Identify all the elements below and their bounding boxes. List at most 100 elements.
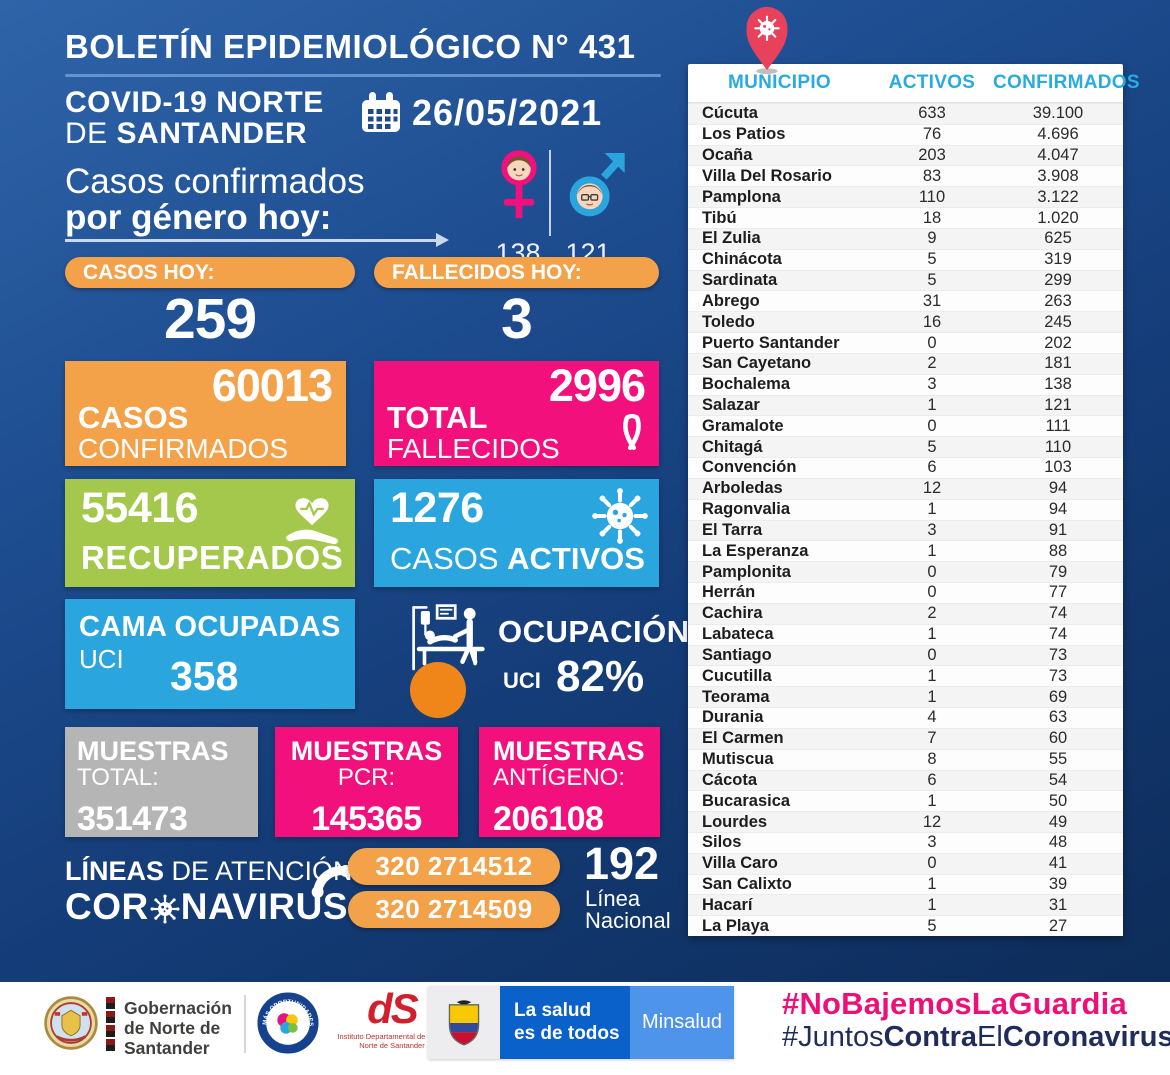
table-header-row: MUNICIPIO ACTIVOS CONFIRMADOS — [688, 64, 1140, 103]
samples-antigen-value: 206108 — [493, 799, 604, 838]
municipio-confirmados: 77 — [1048, 583, 1068, 602]
confirmed-total-value: 60013 — [211, 360, 333, 411]
table-row: Durania 4 63 — [688, 707, 1123, 728]
table-row: Silos 3 48 — [688, 831, 1123, 853]
municipio-name: Tibú — [702, 208, 737, 227]
municipio-activos: 3 — [927, 833, 937, 852]
samples-total-subtitle: TOTAL: — [77, 764, 159, 792]
deaths-total-value: 2996 — [548, 360, 646, 411]
municipio-name: Arboledas — [702, 479, 783, 498]
samples-total-value: 351473 — [77, 799, 188, 838]
deaths-today-label: FALLECIDOS HOY: — [374, 257, 659, 288]
icu-beds-label-line1: CAMA OCUPADAS — [79, 611, 341, 643]
table-row: Cachira 2 74 — [688, 602, 1123, 624]
table-row: Santiago 0 73 — [688, 644, 1123, 666]
covid-region-line2: DE SANTANDER — [65, 117, 308, 150]
municipio-confirmados: 3.122 — [1037, 187, 1079, 206]
municipio-activos: 5 — [927, 916, 937, 935]
municipio-name: Pamplonita — [702, 562, 791, 581]
active-cases-value: 1276 — [390, 484, 484, 532]
table-row: Mutiscua 8 55 — [688, 748, 1123, 770]
virus-letter-icon — [150, 894, 180, 924]
municipio-name: Santiago — [702, 645, 772, 664]
municipio-name: Villa Del Rosario — [702, 166, 832, 185]
confirmed-label-line1: CASOS — [78, 400, 189, 435]
table-row: Gramalote 0 111 — [688, 415, 1123, 437]
active-cases-label: CASOS ACTIVOS — [390, 541, 645, 576]
table-row: Toledo 16 245 — [688, 311, 1123, 333]
deaths-label-line2: FALLECIDOS — [387, 433, 560, 464]
gender-title-line2: por género hoy: — [65, 198, 332, 237]
hashtag-no-bajemos: #NoBajemosLaGuardia — [782, 986, 1127, 1021]
municipio-confirmados: 3.908 — [1037, 166, 1079, 185]
municipio-name: El Zulia — [702, 229, 761, 248]
municipio-confirmados: 39.100 — [1032, 104, 1084, 123]
arrow-right-icon — [65, 233, 449, 247]
municipio-activos: 1 — [927, 625, 937, 644]
municipio-name: Villa Caro — [702, 854, 778, 873]
gobernacion-coat-of-arms — [44, 996, 98, 1050]
municipality-table-body: Cúcuta 633 39.100 Los Patios 76 4.696 Oc… — [688, 103, 1123, 937]
municipio-name: Cucutilla — [702, 666, 772, 685]
municipio-name: Los Patios — [702, 125, 786, 144]
municipio-confirmados: 27 — [1048, 916, 1068, 935]
municipio-name: San Calixto — [702, 875, 792, 894]
municipio-activos: 110 — [918, 187, 946, 206]
column-header-municipio: MUNICIPIO — [728, 72, 831, 93]
title-underline — [65, 74, 661, 77]
phone-icon — [311, 864, 352, 898]
national-line-number: 192 — [584, 838, 660, 889]
municipio-confirmados: 39 — [1048, 875, 1068, 894]
municipio-confirmados: 60 — [1048, 729, 1068, 748]
table-row: Hacarí 1 31 — [688, 894, 1123, 916]
municipio-name: San Cayetano — [702, 354, 812, 373]
municipio-name: Mutiscua — [702, 750, 774, 769]
heart-hand-icon — [286, 498, 338, 545]
municipio-confirmados: 4.047 — [1037, 146, 1079, 165]
municipio-name: Sardinata — [702, 271, 778, 290]
municipio-name: Bucarasica — [702, 791, 791, 810]
municipio-activos: 3 — [927, 375, 937, 394]
municipio-confirmados: 94 — [1048, 500, 1068, 519]
municipio-confirmados: 181 — [1044, 354, 1072, 373]
table-row: Sardinata 5 299 — [688, 269, 1123, 291]
municipio-confirmados: 48 — [1048, 833, 1068, 852]
municipio-name: Chinácota — [702, 250, 782, 269]
municipio-confirmados: 263 — [1044, 291, 1072, 310]
municipio-name: La Esperanza — [702, 541, 809, 560]
municipio-activos: 633 — [918, 104, 946, 123]
table-row: Abrego 31 263 — [688, 290, 1123, 312]
table-row: Convención 6 103 — [688, 457, 1123, 478]
municipio-confirmados: 49 — [1048, 812, 1068, 831]
municipio-activos: 0 — [927, 645, 937, 664]
municipio-confirmados: 4.696 — [1037, 125, 1079, 144]
table-row: Chinácota 5 319 — [688, 248, 1123, 270]
municipio-activos: 1 — [927, 541, 937, 560]
municipio-confirmados: 299 — [1044, 271, 1072, 290]
municipio-name: Cácota — [702, 770, 758, 789]
municipio-name: Cachira — [702, 604, 763, 623]
municipio-confirmados: 74 — [1048, 625, 1068, 644]
municipio-activos: 83 — [922, 166, 942, 185]
municipio-confirmados: 94 — [1048, 479, 1068, 498]
municipio-name: Bochalema — [702, 375, 791, 394]
municipio-activos: 76 — [922, 125, 942, 144]
municipio-name: El Carmen — [702, 729, 784, 748]
municipio-activos: 1 — [927, 895, 937, 914]
municipio-activos: 31 — [922, 291, 942, 310]
samples-antigen-title: MUESTRAS — [493, 736, 645, 766]
municipio-confirmados: 73 — [1048, 645, 1068, 664]
municipio-name: Lourdes — [702, 812, 768, 831]
national-line-label2: Nacional — [585, 908, 671, 933]
municipio-activos: 18 — [922, 208, 942, 227]
municipio-confirmados: 1.020 — [1037, 208, 1079, 227]
municipio-confirmados: 245 — [1044, 312, 1072, 331]
icu-beds-value: 358 — [170, 653, 239, 699]
municipio-confirmados: 202 — [1044, 333, 1072, 352]
map-pin-virus-icon — [746, 6, 788, 75]
municipio-name: Gramalote — [702, 416, 784, 435]
municipio-activos: 5 — [927, 250, 937, 269]
municipio-name: Puerto Santander — [702, 333, 840, 352]
gender-divider — [549, 150, 551, 236]
